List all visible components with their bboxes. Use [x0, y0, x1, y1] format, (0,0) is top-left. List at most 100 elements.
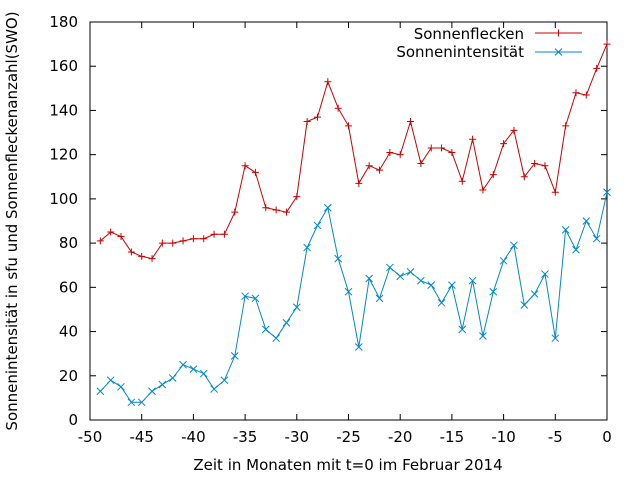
y-tick-label: 0	[68, 411, 78, 429]
data-point	[199, 369, 208, 378]
data-point	[489, 287, 498, 296]
data-point	[582, 91, 590, 99]
legend-marker	[555, 29, 562, 37]
x-tick-label: -35	[233, 428, 258, 446]
data-point	[323, 203, 332, 212]
y-tick-label: 40	[59, 323, 78, 341]
data-point	[200, 235, 208, 243]
data-point	[510, 126, 518, 134]
data-point	[354, 343, 363, 351]
data-point	[572, 245, 580, 254]
data-point	[541, 162, 549, 170]
x-axis-title: Zeit in Monaten mit t=0 im Februar 2014	[193, 456, 502, 474]
data-point	[231, 208, 239, 216]
y-tick-label: 80	[59, 234, 78, 252]
data-point	[386, 263, 394, 272]
y-tick-label: 160	[49, 57, 78, 75]
data-point	[406, 268, 415, 276]
data-point	[531, 160, 539, 168]
data-point	[551, 334, 560, 343]
data-point	[417, 276, 425, 285]
axis-ticks	[89, 21, 608, 421]
x-tick-label: -10	[491, 428, 516, 446]
data-point	[96, 387, 105, 396]
data-point	[303, 243, 311, 252]
data-point	[355, 179, 363, 187]
data-point	[376, 166, 384, 174]
plot-frame	[89, 21, 608, 421]
data-point	[168, 374, 177, 382]
data-point	[344, 287, 353, 296]
data-point	[396, 151, 404, 159]
data-point	[603, 40, 611, 48]
data-point	[334, 254, 343, 263]
series-0	[96, 40, 611, 263]
data-point	[272, 206, 280, 214]
y-axis-title: Sonnenintensität in sfu und Sonnenflecke…	[3, 11, 21, 430]
data-point	[365, 274, 374, 283]
data-point	[261, 325, 270, 334]
series-1	[96, 188, 611, 407]
data-point	[158, 239, 166, 247]
y-tick-label: 180	[49, 13, 78, 31]
data-point	[220, 230, 228, 238]
data-point	[251, 168, 259, 176]
data-point	[458, 325, 467, 334]
data-point	[499, 256, 508, 265]
data-point	[520, 301, 529, 309]
legend-label-sonnenintensitaet: Sonnenintensität	[396, 43, 524, 61]
y-tick-label: 120	[49, 146, 78, 164]
data-point	[158, 380, 167, 389]
data-point	[210, 230, 218, 238]
data-point	[437, 298, 446, 307]
series-line	[99, 192, 608, 403]
data-point	[313, 113, 321, 121]
data-point	[241, 292, 249, 301]
data-point	[448, 148, 456, 156]
data-point	[386, 148, 394, 156]
data-point	[520, 173, 528, 181]
y-tick-label: 140	[49, 101, 78, 119]
data-point	[117, 382, 125, 391]
data-point	[489, 171, 497, 179]
data-point	[468, 276, 477, 285]
data-point	[500, 140, 508, 148]
series-line	[99, 43, 608, 260]
x-tick-label: -50	[78, 428, 103, 446]
data-point	[593, 64, 601, 72]
data-point	[106, 376, 115, 385]
legend: Sonnenflecken Sonnenintensität	[396, 25, 582, 61]
legend-marker	[554, 48, 563, 56]
data-point	[272, 334, 280, 343]
legend-label-sonnenflecken: Sonnenflecken	[414, 25, 524, 43]
x-tick-label: 0	[602, 428, 612, 446]
x-tick-label: -30	[285, 428, 310, 446]
data-point	[230, 352, 239, 360]
data-point	[396, 272, 405, 281]
data-point	[107, 228, 115, 236]
data-point	[427, 144, 435, 152]
data-point	[137, 398, 146, 407]
data-point	[572, 89, 580, 97]
data-point	[324, 78, 332, 86]
x-tick-label: -5	[548, 428, 563, 446]
data-point	[169, 239, 177, 247]
data-point	[117, 232, 125, 240]
data-point	[241, 162, 249, 170]
data-point	[127, 248, 135, 256]
data-point	[262, 204, 270, 212]
x-tick-label: -25	[336, 428, 361, 446]
data-point	[303, 118, 311, 125]
y-tick-label: 20	[59, 367, 78, 385]
data-point	[127, 398, 136, 407]
data-point	[458, 177, 466, 185]
data-point	[592, 234, 601, 243]
data-point	[438, 144, 446, 152]
data-point	[469, 135, 477, 143]
data-point	[138, 252, 146, 260]
data-point	[427, 281, 436, 289]
data-point	[562, 122, 570, 130]
y-tick-label: 100	[49, 190, 78, 208]
data-point	[365, 162, 373, 170]
x-tick-label: -15	[440, 428, 465, 446]
